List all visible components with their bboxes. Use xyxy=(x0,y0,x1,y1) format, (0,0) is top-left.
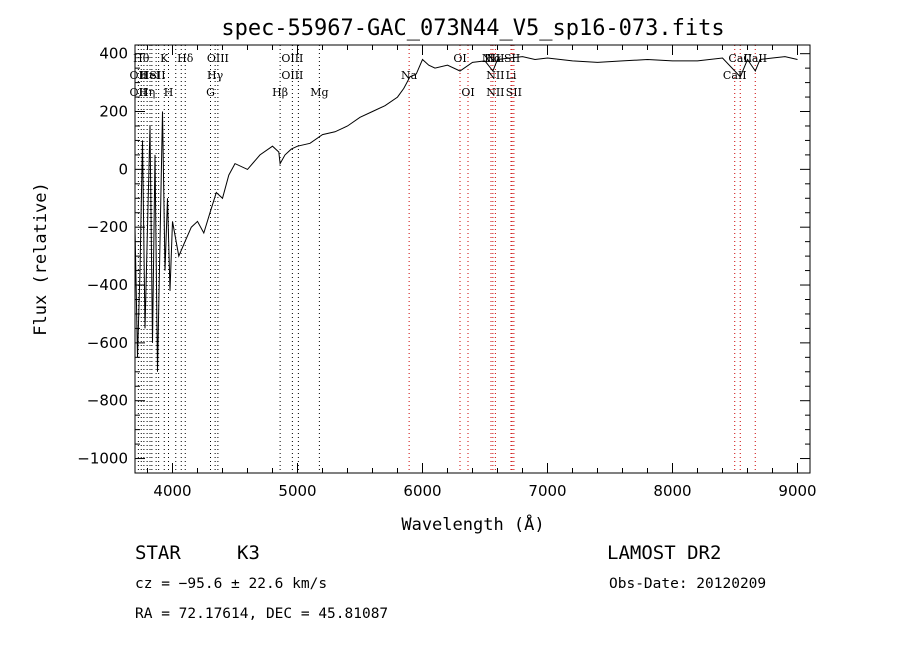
x-axis-label: Wavelength (Å) xyxy=(401,513,544,535)
spectral-line-label: SII xyxy=(504,52,520,65)
x-tick-label: 4000 xyxy=(153,482,191,500)
spectral-line-label: Hθ xyxy=(133,52,150,65)
survey-label: LAMOST DR2 xyxy=(607,542,722,564)
spectral-line-label: HeI xyxy=(140,69,160,82)
spectral-line-label: Hα xyxy=(484,52,502,65)
y-tick-label: −600 xyxy=(87,334,128,352)
x-tick-label: 5000 xyxy=(278,482,316,500)
spectral-line-label: OIII xyxy=(281,52,303,65)
y-tick-label: −200 xyxy=(87,218,128,236)
spectral-line-label: CaII xyxy=(728,52,752,65)
spectral-line-label: Hγ xyxy=(207,69,224,82)
radial-velocity: cz = −95.6 ± 22.6 km/s xyxy=(135,576,328,592)
spectral-line-label: Na xyxy=(401,69,418,82)
x-tick-label: 7000 xyxy=(528,482,566,500)
spectral-line-label: Li xyxy=(506,69,517,82)
spectral-line-label: H xyxy=(139,69,149,82)
spectral-line-label: NII xyxy=(482,52,500,65)
spectral-line-label: SII xyxy=(149,69,165,82)
coordinates: RA = 72.17614, DEC = 45.81087 xyxy=(135,606,389,622)
y-tick-label: 200 xyxy=(99,103,128,121)
spectral-line-label: Mg xyxy=(310,86,328,99)
x-tick-label: 9000 xyxy=(778,482,816,500)
plot-frame xyxy=(134,44,811,474)
spectral-line-label: Hδ xyxy=(177,52,194,65)
spectral-line-label: OI xyxy=(461,86,474,99)
y-tick-label: 0 xyxy=(118,160,128,178)
chart-title: spec-55967-GAC_073N44_V5_sp16-073.fits xyxy=(221,16,724,41)
spectral-line-label: OIII xyxy=(207,52,229,65)
object-class: STAR xyxy=(135,542,181,564)
spectral-line-label: OIII xyxy=(281,69,303,82)
x-tick-label: 6000 xyxy=(403,482,441,500)
y-tick-label: −400 xyxy=(87,276,128,294)
spectral-line-label: NII xyxy=(486,69,504,82)
spectral-line-label: K xyxy=(160,52,169,65)
spectral-line-label: CaII xyxy=(743,52,767,65)
flux-series-line xyxy=(134,56,798,372)
x-tick-label: 8000 xyxy=(653,482,691,500)
spectral-line-label: OII xyxy=(130,86,148,99)
spectral-line-label: CaII xyxy=(723,69,747,82)
spectral-line-label: H xyxy=(164,86,174,99)
observation-date: Obs-Date: 20120209 xyxy=(609,576,767,592)
subclass: K3 xyxy=(237,542,260,564)
spectral-line-label: Hβ xyxy=(272,86,288,99)
spectral-line-label: OI xyxy=(453,52,466,65)
spectral-line-label: OII xyxy=(130,69,148,82)
y-tick-label: −800 xyxy=(87,392,128,410)
spectral-line-label: Hη xyxy=(139,86,155,99)
y-tick-label: 400 xyxy=(99,45,128,63)
spectral-line-label: NII xyxy=(486,52,504,65)
spectral-line-label: G xyxy=(206,86,215,99)
y-axis-label: Flux (relative) xyxy=(31,182,51,336)
y-tick-label: −1000 xyxy=(77,450,128,468)
spectral-line-label: NII xyxy=(486,86,504,99)
spectral-line-label: SII xyxy=(506,86,522,99)
